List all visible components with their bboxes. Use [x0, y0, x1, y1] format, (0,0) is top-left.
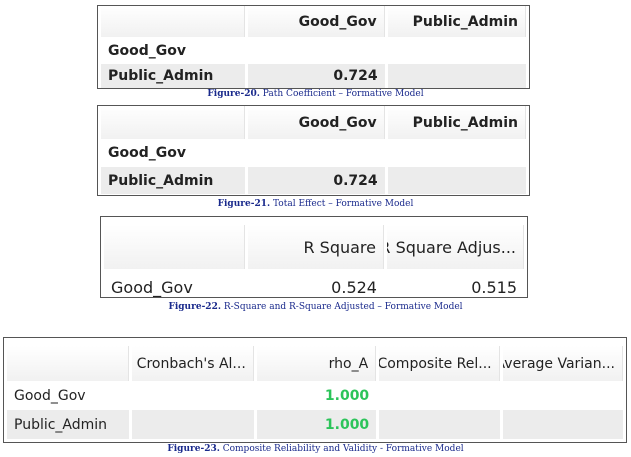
table-cell	[132, 383, 253, 408]
table-row: Good_Gov 1.000	[7, 383, 626, 408]
table-cell: 0.524	[331, 278, 377, 297]
caption-text: Composite Reliability and Validity - For…	[219, 444, 464, 454]
column-header[interactable]: Public_Admin	[387, 6, 526, 37]
header-row: R Square R Square Adjus...	[104, 225, 527, 269]
row-label: Good_Gov	[108, 145, 186, 161]
row-label: Public_Admin	[7, 410, 130, 439]
column-header[interactable]: R Square Adjus...	[386, 225, 524, 269]
results-table-1: Good_Gov Public_Admin Good_Gov Public_Admin…	[97, 5, 530, 89]
figure-caption: Figure-20. Path Coefficient – Formative …	[0, 89, 631, 99]
figure-caption: Figure-22. R-Square and R-Square Adjuste…	[0, 302, 631, 312]
table-cell: 1.000	[324, 387, 370, 404]
figure-caption: Figure-23. Composite Reliability and Val…	[0, 444, 631, 454]
row-label: Good_Gov	[108, 42, 186, 59]
table-cell	[387, 64, 526, 88]
figure-number: Figure-20.	[207, 89, 260, 99]
figure-number: Figure-21.	[217, 199, 271, 209]
column-header[interactable]: rho_A	[256, 346, 377, 381]
table-cell	[387, 167, 526, 194]
table-row: Good_Gov	[101, 39, 529, 62]
caption-text: Path Coefficient – Formative Model	[259, 89, 424, 99]
table-cell	[379, 410, 500, 439]
table-cell: 0.515	[471, 278, 517, 297]
column-header[interactable]: Average Varian...	[502, 346, 623, 381]
header-row: Cronbach's Al... rho_A Composite Rel... Ave…	[7, 346, 626, 381]
table-row: Good_Gov 0.524 0.515	[104, 271, 527, 304]
column-header[interactable]: Public_Admin	[387, 106, 526, 139]
column-header[interactable]: Composite Rel...	[379, 346, 500, 381]
table-row: Public_Admin 0.724	[101, 64, 529, 88]
table-cell	[388, 141, 526, 165]
column-header[interactable]: R Square	[247, 225, 384, 269]
column-header[interactable]	[101, 6, 246, 37]
table-cell	[502, 410, 623, 439]
column-header[interactable]	[104, 225, 245, 269]
table-cell: 1.000	[256, 410, 377, 439]
results-table-3: R Square R Square Adjus... Good_Gov 0.524 0.…	[100, 216, 528, 298]
figure-number: Figure-23.	[167, 444, 220, 454]
table-cell	[248, 141, 384, 165]
results-table-2: Good_Gov Public_Admin Good_Gov Public_Admin…	[97, 105, 530, 196]
column-header[interactable]: Good_Gov	[248, 6, 385, 37]
results-table-4: Cronbach's Al... rho_A Composite Rel... Ave…	[3, 337, 627, 443]
column-header[interactable]: Good_Gov	[248, 106, 385, 139]
table-cell: 0.724	[248, 167, 385, 194]
table-cell	[503, 383, 623, 408]
table-row: Public_Admin 1.000	[7, 410, 626, 439]
column-header[interactable]	[7, 346, 130, 381]
row-label: Public_Admin	[101, 64, 246, 88]
figure-number: Figure-22.	[168, 302, 221, 312]
table-cell	[248, 39, 384, 62]
table-cell: 0.724	[248, 64, 385, 88]
row-label: Good_Gov	[14, 387, 86, 404]
row-label: Good_Gov	[111, 278, 193, 297]
table-cell	[388, 39, 526, 62]
row-label: Public_Admin	[101, 167, 246, 194]
table-cell	[132, 410, 254, 439]
column-header[interactable]: Cronbach's Al...	[132, 346, 254, 381]
caption-text: Total Effect – Formative Model	[270, 199, 414, 209]
header-row: Good_Gov Public_Admin	[101, 106, 529, 139]
table-row: Public_Admin 0.724	[101, 167, 529, 194]
table-cell	[379, 383, 499, 408]
caption-text: R-Square and R-Square Adjusted – Formati…	[220, 302, 463, 312]
figure-caption: Figure-21. Total Effect – Formative Mode…	[0, 199, 631, 209]
column-header[interactable]	[101, 106, 246, 139]
table-row: Good_Gov	[101, 141, 529, 165]
header-row: Good_Gov Public_Admin	[101, 6, 529, 37]
